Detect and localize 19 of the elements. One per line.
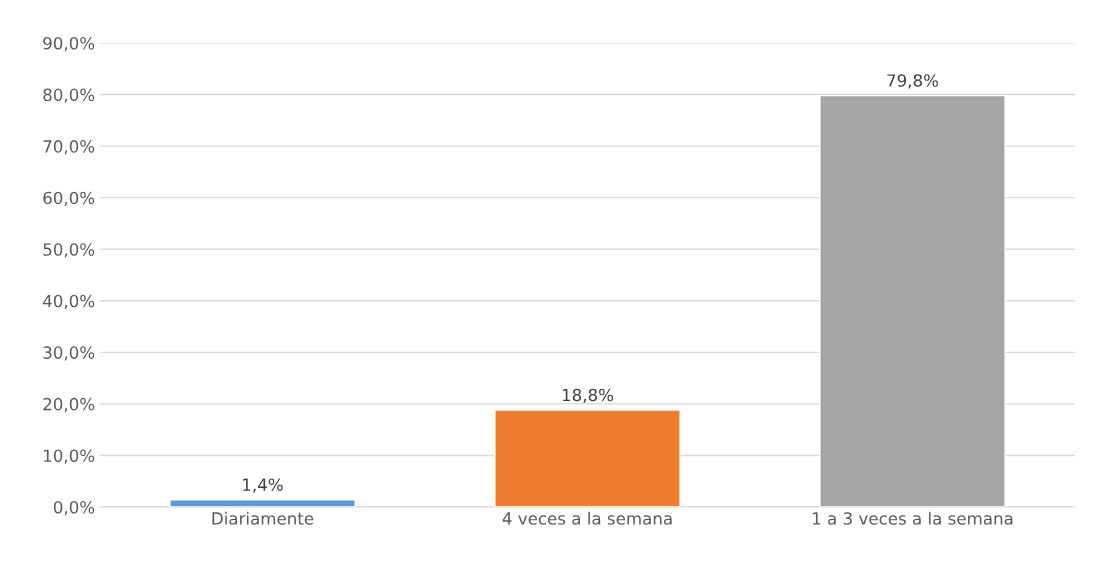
x-tick-label: Diariamente	[212, 511, 314, 525]
y-tick-label: 20,0%	[43, 397, 95, 413]
y-tick-label: 90,0%	[43, 36, 95, 52]
y-tick-label: 10,0%	[44, 449, 95, 464]
y-tick-label: 60,0%	[43, 191, 95, 206]
y-tick-label: 40,0%	[43, 294, 95, 310]
bar	[494, 409, 681, 507]
y-tick-label: 30,0%	[43, 346, 95, 361]
x-tick-label: 1 a 3 veces a la semana	[813, 511, 1013, 525]
data-label: 79,8%	[887, 74, 939, 89]
y-tick-label: 0,0%	[53, 500, 95, 516]
data-label: 18,8%	[562, 388, 614, 403]
data-label: 1,4%	[243, 478, 283, 493]
bar	[169, 499, 356, 507]
bar	[819, 94, 1006, 507]
y-tick-label: 70,0%	[43, 140, 95, 155]
y-tick-label: 50,0%	[43, 243, 95, 258]
x-tick-label: 4 veces a la semana	[502, 511, 672, 525]
y-tick-label: 80,0%	[43, 88, 95, 103]
